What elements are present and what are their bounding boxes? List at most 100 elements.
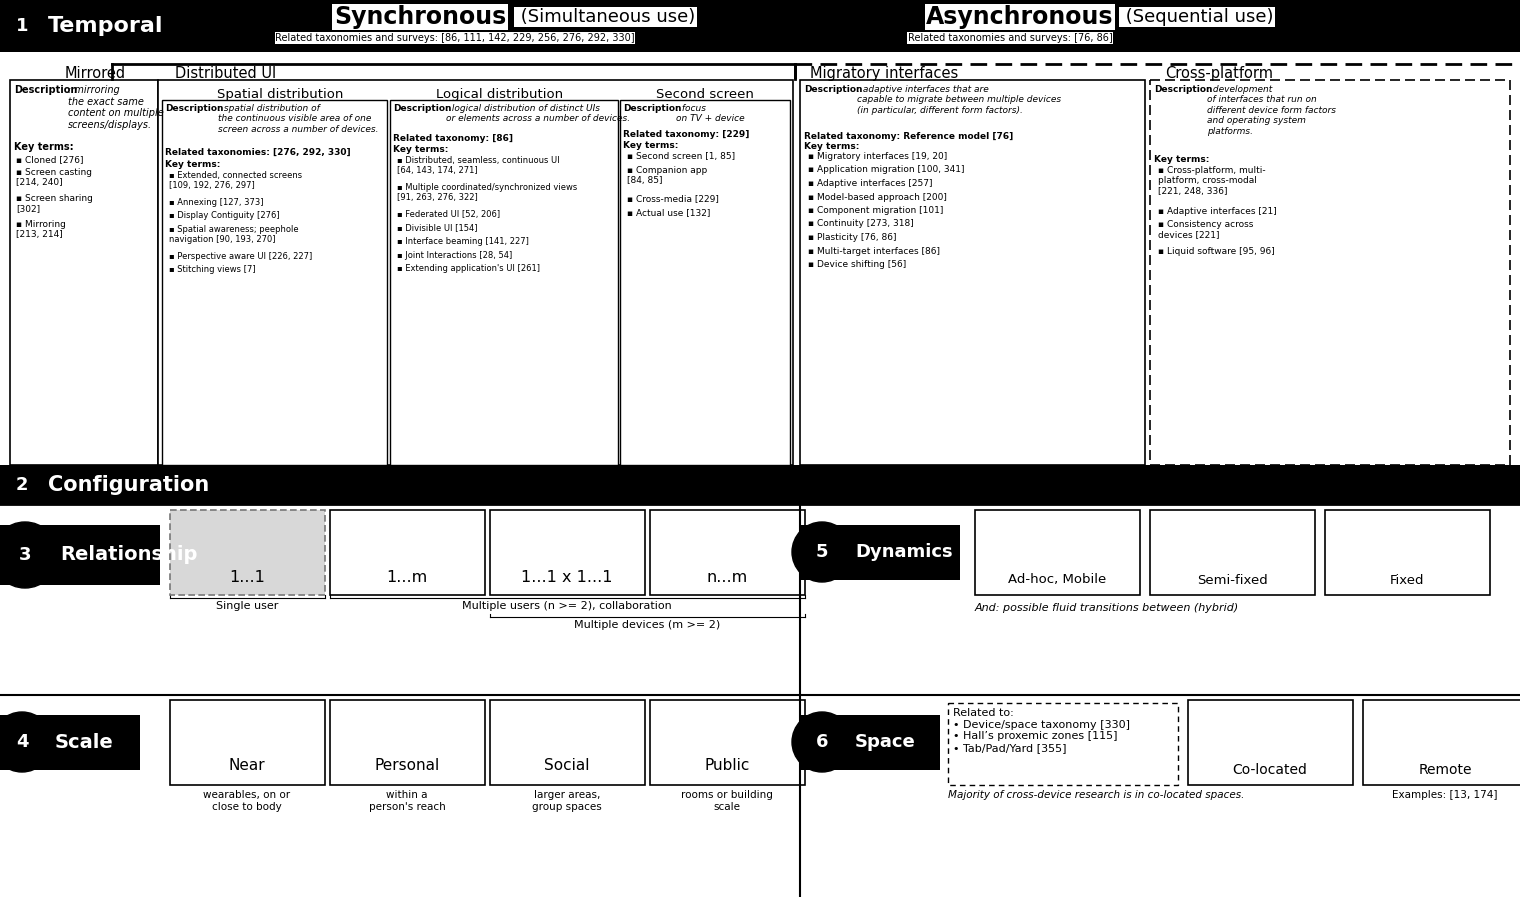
Text: Cross-platform: Cross-platform (1164, 66, 1274, 81)
Text: Description: Description (14, 85, 78, 95)
Text: 4: 4 (15, 733, 29, 751)
Text: Majority of cross-device research is in co-located spaces.: Majority of cross-device research is in … (948, 790, 1245, 800)
Text: Spatial distribution: Spatial distribution (217, 88, 344, 101)
Text: ▪ Consistency across
devices [221]: ▪ Consistency across devices [221] (1158, 220, 1254, 239)
Text: : logical distribution of distinct UIs
or elements across a number of devices.: : logical distribution of distinct UIs o… (445, 104, 631, 124)
Text: Description: Description (623, 104, 681, 113)
Text: Description: Description (394, 104, 451, 113)
Bar (974, 510, 1140, 595)
Circle shape (792, 712, 853, 772)
Text: Scale: Scale (55, 733, 114, 752)
Text: Related taxonomies: [276, 292, 330]: Related taxonomies: [276, 292, 330] (166, 148, 351, 157)
Text: Description: Description (166, 104, 223, 113)
Text: ▪ Cloned [276]: ▪ Cloned [276] (17, 155, 84, 164)
Text: ▪ Annexing [127, 373]: ▪ Annexing [127, 373] (169, 198, 263, 207)
Circle shape (792, 522, 853, 582)
Text: Examples: [13, 174]: Examples: [13, 174] (1392, 790, 1497, 800)
Text: ▪ Application migration [100, 341]: ▪ Application migration [100, 341] (809, 166, 965, 175)
Circle shape (0, 712, 52, 772)
Text: Remote: Remote (1418, 763, 1471, 777)
Text: within a
person's reach: within a person's reach (369, 790, 445, 812)
Text: ▪ Stitching views [7]: ▪ Stitching views [7] (169, 266, 255, 274)
Text: Key terms:: Key terms: (394, 145, 448, 154)
Circle shape (5, 468, 40, 502)
Bar (1363, 700, 1520, 785)
Bar (163, 100, 388, 465)
Bar (1189, 700, 1353, 785)
Text: ▪ Screen casting
[214, 240]: ▪ Screen casting [214, 240] (17, 168, 93, 187)
Bar (158, 80, 793, 465)
Text: 1...1 x 1...1: 1...1 x 1...1 (521, 570, 613, 585)
Text: ▪ Perspective aware UI [226, 227]: ▪ Perspective aware UI [226, 227] (169, 252, 312, 261)
Bar (170, 700, 325, 785)
Text: ▪ Mirroring
[213, 214]: ▪ Mirroring [213, 214] (17, 220, 65, 239)
Bar (330, 510, 485, 595)
Text: Space: Space (854, 733, 915, 751)
Text: Migratory interfaces: Migratory interfaces (810, 66, 958, 81)
Text: Public: Public (704, 757, 749, 772)
Text: : development
of interfaces that run on
different device form factors
and operat: : development of interfaces that run on … (1207, 85, 1336, 135)
Bar (800, 525, 961, 580)
Text: Configuration: Configuration (49, 475, 210, 495)
Text: ▪ Joint Interactions [28, 54]: ▪ Joint Interactions [28, 54] (397, 250, 512, 259)
Text: Related taxonomy: Reference model [76]: Related taxonomy: Reference model [76] (804, 132, 1014, 141)
Text: 1...1: 1...1 (230, 570, 264, 585)
Text: Personal: Personal (374, 757, 439, 772)
Text: 3: 3 (18, 546, 32, 564)
Text: ▪ Adaptive interfaces [21]: ▪ Adaptive interfaces [21] (1158, 206, 1277, 215)
Text: Related taxonomy: [229]: Related taxonomy: [229] (623, 130, 749, 139)
Text: Near: Near (228, 757, 266, 772)
Text: ▪ Model-based approach [200]: ▪ Model-based approach [200] (809, 193, 947, 202)
Text: Key terms:: Key terms: (804, 142, 859, 151)
Text: Semi-fixed: Semi-fixed (1196, 573, 1268, 587)
Circle shape (0, 522, 58, 588)
Text: ▪ Device shifting [56]: ▪ Device shifting [56] (809, 260, 906, 269)
Text: ▪ Extending application's UI [261]: ▪ Extending application's UI [261] (397, 264, 540, 273)
Text: ▪ Spatial awareness; peephole
navigation [90, 193, 270]: ▪ Spatial awareness; peephole navigation… (169, 225, 298, 244)
Bar (800, 80, 1145, 465)
Text: 1: 1 (15, 17, 29, 35)
Circle shape (3, 7, 41, 45)
Text: ▪ Actual use [132]: ▪ Actual use [132] (626, 208, 710, 217)
Text: ▪ Component migration [101]: ▪ Component migration [101] (809, 206, 944, 215)
Text: ▪ Liquid software [95, 96]: ▪ Liquid software [95, 96] (1158, 247, 1275, 256)
Text: ▪ Cross-media [229]: ▪ Cross-media [229] (626, 194, 719, 203)
Text: ▪ Companion app
[84, 85]: ▪ Companion app [84, 85] (626, 166, 707, 186)
Text: Description: Description (804, 85, 862, 94)
Text: Synchronous: Synchronous (334, 5, 506, 29)
Text: Asynchronous: Asynchronous (926, 5, 1114, 29)
Text: larger areas,
group spaces: larger areas, group spaces (532, 790, 602, 812)
Text: Related taxonomy: [86]: Related taxonomy: [86] (394, 134, 512, 143)
Bar (170, 510, 325, 595)
Text: : focus
on TV + device: : focus on TV + device (676, 104, 745, 124)
Bar (651, 700, 806, 785)
Text: Key terms:: Key terms: (623, 141, 678, 150)
Text: Distributed UI: Distributed UI (175, 66, 277, 81)
Bar (330, 700, 485, 785)
Bar (11, 80, 158, 465)
Text: 5: 5 (816, 543, 828, 561)
Text: ▪ Extended, connected screens
[109, 192, 276, 297]: ▪ Extended, connected screens [109, 192,… (169, 171, 302, 190)
Text: Key terms:: Key terms: (1154, 155, 1210, 164)
Bar (948, 703, 1178, 785)
Bar (0, 525, 160, 585)
Text: Social: Social (544, 757, 590, 772)
Text: ▪ Continuity [273, 318]: ▪ Continuity [273, 318] (809, 220, 914, 229)
Text: : mirroring
the exact same
content on multiple
screens/displays.: : mirroring the exact same content on mu… (68, 85, 164, 130)
Text: Single user: Single user (216, 601, 278, 611)
Text: Mirrored: Mirrored (65, 66, 126, 81)
Text: 2: 2 (15, 476, 29, 494)
Text: ▪ Multi-target interfaces [86]: ▪ Multi-target interfaces [86] (809, 247, 939, 256)
Text: Logical distribution: Logical distribution (436, 88, 564, 101)
Text: Temporal: Temporal (49, 16, 164, 36)
Bar (0, 0, 1520, 52)
Text: And: possible fluid transitions between (hybrid): And: possible fluid transitions between … (974, 603, 1239, 613)
Text: : spatial distribution of
the continuous visible area of one
screen across a num: : spatial distribution of the continuous… (217, 104, 378, 134)
Bar (800, 715, 939, 770)
Text: ▪ Adaptive interfaces [257]: ▪ Adaptive interfaces [257] (809, 179, 932, 188)
Text: (Simultaneous use): (Simultaneous use) (515, 8, 695, 26)
Text: Co-located: Co-located (1233, 763, 1307, 777)
Text: ▪ Federated UI [52, 206]: ▪ Federated UI [52, 206] (397, 210, 500, 219)
Text: n...m: n...m (707, 570, 748, 585)
Bar (489, 510, 644, 595)
